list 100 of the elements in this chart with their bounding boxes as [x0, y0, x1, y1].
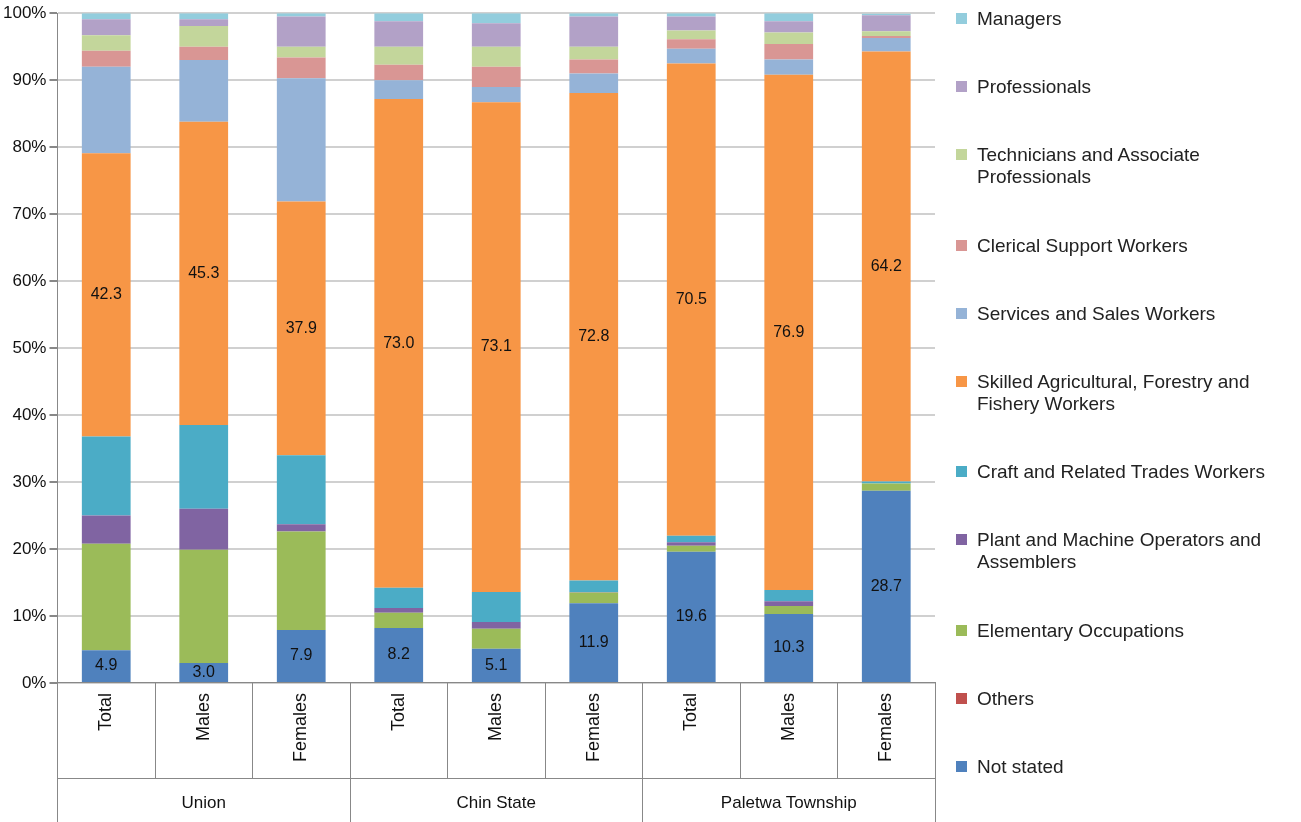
data-label: 76.9 — [773, 322, 805, 340]
bar — [666, 551, 716, 682]
bar — [569, 92, 619, 581]
data-label: 45.3 — [188, 263, 220, 281]
legend-label: Plant and Machine Operators and Assemblers — [977, 529, 1263, 574]
bar — [81, 153, 131, 437]
bar — [471, 23, 521, 47]
bar — [81, 650, 131, 682]
bar — [666, 542, 716, 546]
bar — [861, 490, 911, 682]
bar — [374, 628, 424, 682]
bar — [374, 587, 424, 608]
bar — [666, 16, 716, 31]
bar — [81, 19, 131, 36]
bar — [81, 50, 131, 67]
bar — [374, 64, 424, 81]
bar — [861, 15, 911, 32]
bar — [81, 66, 131, 154]
data-label: 11.9 — [578, 633, 609, 651]
x-tick-label: Total — [680, 692, 701, 732]
bar — [471, 86, 521, 103]
bar — [764, 59, 814, 75]
y-tick-label: 50% — [12, 337, 47, 357]
data-label: 37.9 — [285, 318, 317, 336]
data-label: 10.3 — [773, 638, 805, 656]
bar — [276, 455, 326, 525]
bar — [764, 613, 814, 682]
bar — [569, 16, 619, 47]
legend-label: Technicians and Associate Professionals — [977, 144, 1201, 189]
bar — [276, 46, 326, 58]
bar — [666, 39, 716, 49]
legend-label: Skilled Agricultural, Forestry and Fishery Workers — [977, 370, 1251, 415]
bar — [81, 436, 131, 516]
y-tick-label: 40% — [12, 404, 47, 424]
data-label: 19.6 — [675, 607, 707, 625]
bar — [666, 63, 716, 536]
bar — [179, 425, 229, 509]
bar — [276, 630, 326, 682]
y-tick-label: 30% — [12, 471, 47, 491]
y-tick-label: 80% — [12, 136, 47, 156]
y-tick-label: 10% — [12, 605, 47, 625]
y-tick-label: 0% — [21, 672, 47, 692]
bar — [374, 98, 424, 588]
bar — [569, 46, 619, 60]
bar — [179, 25, 229, 47]
bar — [569, 580, 619, 592]
bar — [569, 592, 619, 604]
bar — [81, 515, 131, 544]
bar — [666, 30, 716, 40]
legend-label: Professionals — [977, 76, 1092, 99]
text: Paletwa Township — [720, 792, 857, 812]
bar — [471, 13, 521, 24]
text: Union — [181, 792, 226, 812]
y-tick-label: 70% — [12, 203, 47, 223]
legend-label: Not stated — [977, 755, 1064, 778]
bar — [81, 35, 131, 51]
bar — [179, 121, 229, 426]
text: Chin State — [456, 792, 536, 812]
bar — [276, 13, 326, 17]
bar — [374, 612, 424, 629]
bar — [569, 603, 619, 682]
x-tick-label: Males — [485, 692, 506, 741]
bar — [764, 21, 814, 33]
data-label: 73.0 — [383, 333, 415, 351]
bar — [569, 59, 619, 74]
bar — [764, 605, 814, 614]
bar — [569, 13, 619, 17]
bar — [861, 481, 911, 484]
bar — [471, 66, 521, 87]
bar — [861, 31, 911, 36]
bar — [374, 607, 424, 613]
bar — [666, 545, 716, 552]
legend-label: Elementary Occupations — [977, 619, 1184, 642]
x-tick-label: Males — [777, 692, 798, 741]
bar — [471, 591, 521, 623]
bar — [666, 48, 716, 64]
x-tick-label: Total — [387, 692, 408, 732]
bar — [861, 483, 911, 491]
legend-label: Others — [977, 687, 1035, 710]
bar — [179, 46, 229, 61]
x-tick-label: Females — [875, 692, 896, 763]
bar — [276, 531, 326, 631]
bar — [374, 80, 424, 99]
bar — [276, 57, 326, 79]
bar — [764, 32, 814, 45]
bar — [179, 508, 229, 550]
bar — [666, 13, 716, 17]
bar — [471, 102, 521, 592]
bar — [276, 16, 326, 47]
data-label: 70.5 — [675, 289, 707, 307]
bar — [764, 74, 814, 590]
bar — [569, 73, 619, 93]
bar — [861, 37, 911, 52]
bar — [179, 549, 229, 663]
bar — [374, 21, 424, 47]
bar — [764, 44, 814, 60]
bar — [471, 46, 521, 67]
legend-label: Craft and Related Trades Workers — [977, 461, 1265, 484]
bar — [666, 535, 716, 543]
y-tick-label: 100% — [3, 2, 47, 22]
